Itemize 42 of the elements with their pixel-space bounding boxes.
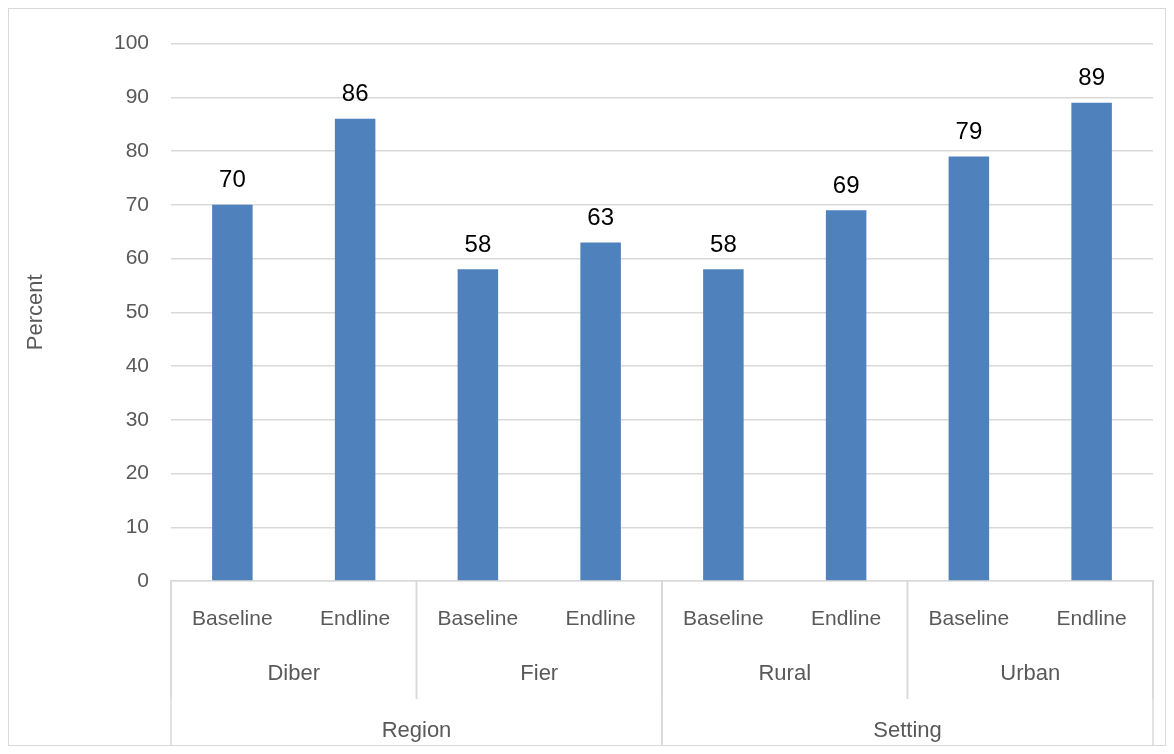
y-tick-label: 60 <box>125 245 149 269</box>
x-tick-label: Baseline <box>683 606 764 630</box>
data-label: 79 <box>955 117 983 145</box>
bar <box>457 269 499 581</box>
y-tick-label: 40 <box>125 352 149 376</box>
data-label: 58 <box>710 229 737 257</box>
x-tick-label: Endline <box>565 606 636 630</box>
text: Urban <box>1000 660 1061 686</box>
y-tick-label: 90 <box>125 84 149 108</box>
bar <box>580 242 621 581</box>
data-label: 89 <box>1078 63 1105 91</box>
data-label: 63 <box>587 203 614 231</box>
x-tick-label: Endline <box>1056 606 1127 630</box>
y-tick-label: 20 <box>125 460 149 484</box>
y-tick-label: 70 <box>125 191 149 215</box>
x-tick-label: Baseline <box>437 606 519 630</box>
y-tick-label: 10 <box>125 514 149 538</box>
x-tick-label: Endline <box>320 606 391 630</box>
bar <box>825 210 867 581</box>
bar <box>1071 102 1112 581</box>
y-axis-title: Percent <box>22 274 48 351</box>
text: Setting <box>873 717 942 743</box>
x-tick-label: Baseline <box>928 606 1010 630</box>
data-label: 70 <box>219 165 246 193</box>
data-label: 86 <box>341 79 369 107</box>
text: Fier <box>520 660 559 686</box>
bar <box>703 269 744 581</box>
x-tick-label: Endline <box>811 606 882 630</box>
y-tick-label: 50 <box>125 299 149 323</box>
x-tick-label: Baseline <box>192 606 273 630</box>
bar <box>334 118 376 581</box>
text: Rural <box>758 660 812 686</box>
y-tick-label: 0 <box>137 567 149 591</box>
y-tick-label: 80 <box>125 137 149 161</box>
bar <box>948 156 990 581</box>
data-label: 69 <box>832 170 860 198</box>
data-label: 58 <box>464 229 492 257</box>
y-tick-label: 100 <box>113 30 149 54</box>
bar <box>212 204 253 581</box>
text: Region <box>381 717 452 743</box>
y-tick-label: 30 <box>125 406 149 430</box>
text: Diber <box>267 660 321 686</box>
